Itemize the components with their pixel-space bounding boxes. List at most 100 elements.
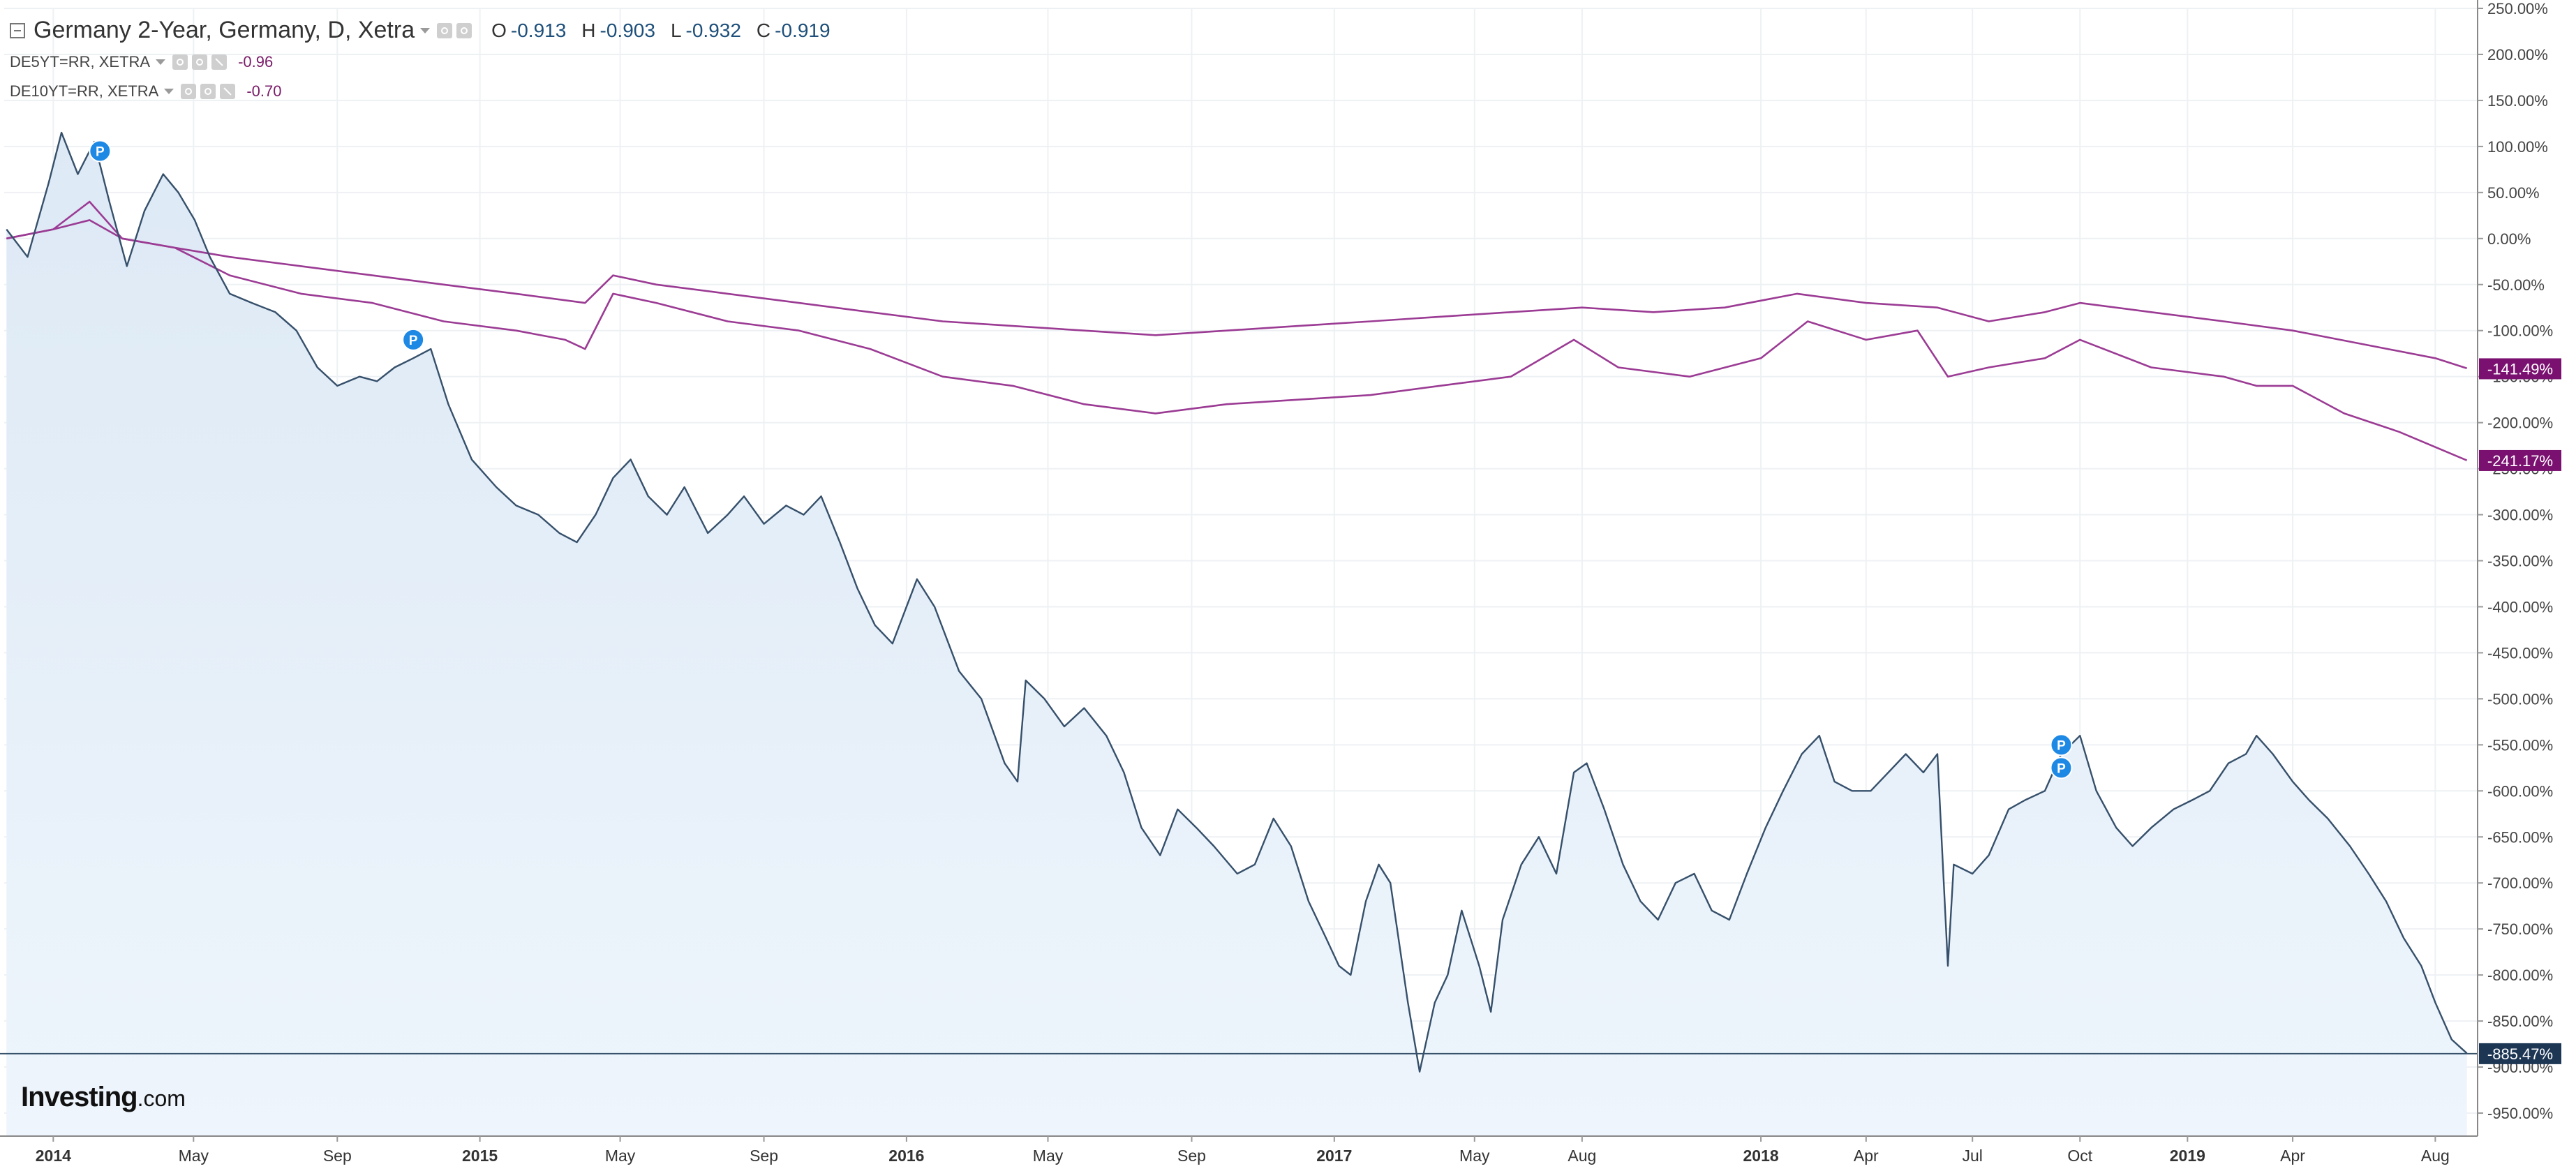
settings-icon[interactable] xyxy=(192,54,208,70)
badge-10y-label: -141.49% xyxy=(2487,360,2553,378)
chevron-down-icon[interactable] xyxy=(164,89,174,94)
x-tick-label: Sep xyxy=(323,1147,352,1165)
y-tick-label: -850.00% xyxy=(2487,1013,2553,1030)
close-label: C xyxy=(756,19,771,41)
x-tick-label: May xyxy=(179,1147,209,1165)
badge-5y-bg xyxy=(2479,449,2561,471)
event-marker[interactable]: P xyxy=(89,140,112,163)
y-tick-label: -50.00% xyxy=(2487,276,2545,294)
low-label: L xyxy=(670,19,682,41)
main-series-area xyxy=(6,133,2467,1137)
open-value: -0.913 xyxy=(510,19,567,41)
x-tick-label: 2017 xyxy=(1316,1147,1352,1165)
logo-suffix: .com xyxy=(137,1086,186,1111)
x-tick-label: Sep xyxy=(1177,1147,1206,1165)
collapse-legend-icon[interactable] xyxy=(10,22,25,38)
legend-series-5y[interactable]: DE5YT=RR, XETRA -0.96 xyxy=(10,53,273,71)
visibility-icon[interactable] xyxy=(172,54,188,70)
chevron-down-icon[interactable] xyxy=(420,27,431,33)
event-marker[interactable]: P xyxy=(2050,756,2073,780)
close-value: -0.919 xyxy=(775,19,831,41)
series-5y-value: -0.96 xyxy=(238,53,274,70)
badge-main-bg xyxy=(2479,1043,2561,1064)
x-axis[interactable]: 2014 May Sep 2015 May Sep 2016 May Sep 2017 May Aug… xyxy=(36,1136,2450,1165)
x-tick-label: Apr xyxy=(1854,1147,1879,1165)
y-tick-label: -200.00% xyxy=(2487,415,2553,432)
investing-logo: Investing.com xyxy=(21,1082,186,1113)
x-tick-label: 2018 xyxy=(1743,1147,1778,1165)
badge-10y-bg xyxy=(2479,358,2561,380)
event-marker-circle[interactable] xyxy=(2050,756,2073,780)
open-label: O xyxy=(491,19,507,41)
x-tick-label: May xyxy=(605,1147,636,1165)
x-tick-label: Jul xyxy=(1962,1147,1982,1165)
y-tick-label: -950.00% xyxy=(2487,1105,2553,1122)
y-tick-label: -700.00% xyxy=(2487,874,2553,892)
x-tick-label: 2016 xyxy=(888,1147,924,1165)
x-tick-label: Apr xyxy=(2280,1147,2305,1165)
x-tick-label: 2015 xyxy=(462,1147,498,1165)
y-tick-label: -100.00% xyxy=(2487,322,2553,340)
y-tick-label: -550.00% xyxy=(2487,736,2553,754)
y-tick-label: -300.00% xyxy=(2487,507,2553,524)
event-marker-label: P xyxy=(96,144,105,159)
y-tick-label: 250.00% xyxy=(2487,0,2548,17)
x-tick-label: Oct xyxy=(2067,1147,2092,1165)
visibility-icon[interactable] xyxy=(437,22,453,38)
series-5y-title[interactable]: DE5YT=RR, XETRA xyxy=(10,53,151,70)
chevron-down-icon[interactable] xyxy=(156,59,166,65)
last-value-badges: -141.49% -241.17% -885.47% xyxy=(2479,358,2561,1064)
event-marker[interactable]: P xyxy=(402,328,425,351)
settings-icon[interactable] xyxy=(200,84,216,99)
x-tick-label: Aug xyxy=(1568,1147,1596,1165)
high-label: H xyxy=(581,19,596,41)
y-tick-label: 200.00% xyxy=(2487,46,2548,64)
y-tick-label: -600.00% xyxy=(2487,782,2553,800)
y-tick-label: -650.00% xyxy=(2487,828,2553,846)
logo-wordmark: Investing xyxy=(21,1082,138,1112)
legend-series-10y[interactable]: DE10YT=RR, XETRA -0.70 xyxy=(10,82,282,100)
x-tick-label: 2019 xyxy=(2170,1147,2205,1165)
event-marker[interactable]: P xyxy=(2050,733,2073,756)
y-tick-label: 100.00% xyxy=(2487,138,2548,156)
low-value: -0.932 xyxy=(685,19,741,41)
y-tick-label: -450.00% xyxy=(2487,644,2553,662)
series-10y-value: -0.70 xyxy=(246,82,282,100)
event-marker-circle[interactable] xyxy=(402,328,425,351)
badge-5y-label: -241.17% xyxy=(2487,452,2553,470)
x-tick-label: Sep xyxy=(750,1147,778,1165)
y-axis[interactable]: 250.00% 200.00% 150.00% 100.00% 50.00% 0.00% -… xyxy=(2478,0,2553,1122)
main-legend[interactable]: Germany 2-Year, Germany, D, Xetra O -0.9… xyxy=(10,17,831,44)
badge-5y: -241.17% xyxy=(2479,449,2561,471)
y-tick-label: -800.00% xyxy=(2487,967,2553,984)
x-tick-label: 2014 xyxy=(36,1147,71,1165)
main-series-title[interactable]: Germany 2-Year, Germany, D, Xetra xyxy=(33,17,415,43)
x-tick-label: May xyxy=(1033,1147,1064,1165)
badge-main: -885.47% xyxy=(2479,1043,2561,1064)
x-tick-label: May xyxy=(1459,1147,1490,1165)
settings-icon[interactable] xyxy=(456,22,472,38)
high-value: -0.903 xyxy=(600,19,655,41)
close-icon[interactable] xyxy=(220,84,236,99)
axes xyxy=(0,0,2478,1137)
event-marker-label: P xyxy=(2057,738,2066,753)
event-marker-circle[interactable] xyxy=(2050,733,2073,756)
series-10y-line[interactable] xyxy=(6,200,2467,370)
series-5y-line[interactable] xyxy=(6,219,2468,461)
y-tick-label: -750.00% xyxy=(2487,920,2553,938)
badge-main-label: -885.47% xyxy=(2487,1045,2553,1063)
y-tick-label: -500.00% xyxy=(2487,690,2553,708)
y-tick-label: -350.00% xyxy=(2487,553,2553,570)
series-10y-title[interactable]: DE10YT=RR, XETRA xyxy=(10,82,159,100)
main-series-fill xyxy=(6,133,2467,1137)
event-marker-circle[interactable] xyxy=(89,140,112,163)
visibility-icon[interactable] xyxy=(181,84,197,99)
y-tick-label: 50.00% xyxy=(2487,184,2540,202)
y-tick-label: 0.00% xyxy=(2487,230,2531,248)
y-tick-label: 150.00% xyxy=(2487,92,2548,110)
close-icon[interactable] xyxy=(211,54,228,70)
y-tick-label: -400.00% xyxy=(2487,598,2553,616)
